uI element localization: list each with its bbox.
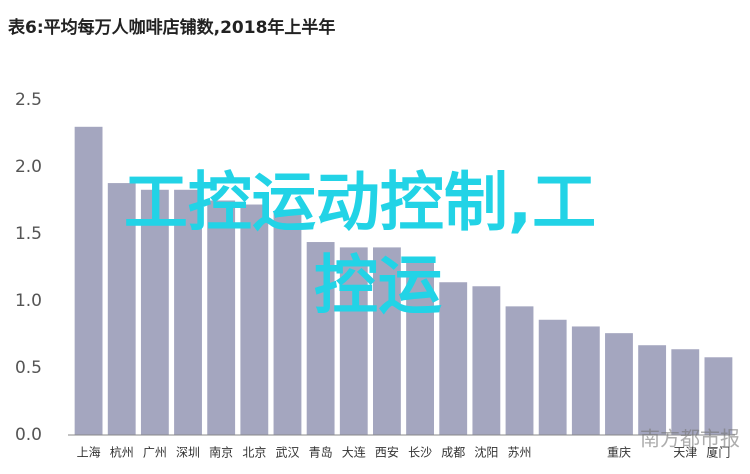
x-tick-label: 深圳 — [176, 446, 200, 460]
y-tick-label: 0.0 — [15, 425, 42, 445]
bar — [538, 319, 567, 435]
bar — [505, 306, 534, 435]
bar — [571, 326, 600, 435]
x-tick-label: 北京 — [242, 446, 266, 460]
x-tick-label: 厦门 — [706, 445, 730, 460]
x-tick-label: 大连 — [342, 445, 366, 460]
y-tick-label: 2.0 — [15, 157, 42, 177]
x-tick-label: 长沙 — [408, 446, 432, 460]
x-tick-label: 天津 — [673, 446, 697, 460]
x-tick-label: 上海 — [77, 445, 101, 460]
bar — [107, 183, 136, 435]
bar — [240, 204, 269, 435]
x-tick-label: 西安 — [375, 445, 399, 460]
x-tick-label: 青岛 — [309, 445, 333, 460]
bar — [339, 247, 368, 435]
chart-title: 表6:平均每万人咖啡店铺数,2018年上半年 — [8, 17, 335, 38]
bar — [140, 189, 169, 435]
x-tick-label: 武汉 — [275, 446, 299, 460]
x-tick-label: 南京 — [209, 445, 233, 460]
bar — [207, 200, 236, 435]
watermark: 南方都市报 — [640, 427, 740, 451]
bar — [306, 242, 335, 435]
bar — [638, 345, 667, 435]
bar — [704, 357, 733, 435]
y-tick-label: 0.5 — [15, 358, 42, 378]
bar — [605, 333, 633, 435]
x-tick-label: 杭州 — [110, 445, 134, 460]
x-tick-label: 苏州 — [508, 446, 532, 460]
y-tick-label: 1.0 — [15, 291, 42, 311]
bar — [671, 349, 700, 435]
y-tick-label: 2.5 — [15, 90, 42, 110]
bar — [406, 259, 434, 435]
bar — [74, 126, 103, 436]
x-tick-label: 重庆 — [607, 446, 631, 460]
x-tick-label: 沈阳 — [474, 445, 498, 460]
bar — [439, 282, 468, 435]
x-tick-label: 广州 — [143, 446, 167, 460]
annotation: 工控运动控制,工 — [124, 167, 596, 241]
bar — [273, 212, 302, 435]
x-tick-label: 成都 — [441, 446, 465, 460]
annotation: 控运 — [314, 250, 442, 324]
y-tick-label: 1.5 — [15, 224, 42, 244]
bar — [472, 286, 501, 435]
bar — [373, 247, 401, 435]
bar — [174, 189, 202, 435]
